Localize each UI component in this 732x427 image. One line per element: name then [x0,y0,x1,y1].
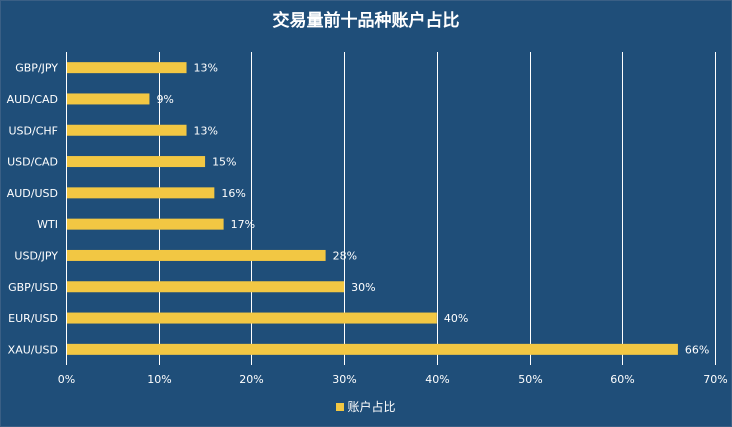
y-tick-label: USD/JPY [14,249,58,262]
y-tick-label: WTI [37,218,58,231]
x-tick-label: 70% [703,373,727,386]
data-label: 66% [685,343,709,356]
bar [67,124,187,136]
x-tick-label: 60% [610,373,634,386]
x-tick-label: 0% [58,373,75,386]
bar [67,249,326,261]
x-tick-label: 40% [425,373,449,386]
data-label: 28% [333,249,357,262]
data-label: 16% [221,187,245,200]
y-tick-label: GBP/JPY [15,62,58,75]
bar [67,93,150,105]
bar [67,218,224,230]
y-tick-label: XAU/USD [8,343,58,356]
x-tick-label: 10% [147,373,171,386]
bar [67,343,678,355]
data-label: 17% [231,218,255,231]
y-tick-label: AUD/USD [7,187,58,200]
data-label: 40% [444,312,468,325]
bar [67,312,437,324]
data-label: 13% [194,124,218,137]
legend: 账户占比 [1,399,731,415]
y-tick-label: USD/CAD [7,156,58,169]
bar [67,281,345,293]
x-tick-label: 30% [332,373,356,386]
bar [67,187,215,199]
x-tick-label: 50% [518,373,542,386]
data-label: 30% [351,281,375,294]
data-label: 9% [156,93,173,106]
y-tick-label: AUD/CAD [7,93,58,106]
y-tick-label: EUR/USD [8,312,58,325]
data-label: 13% [194,62,218,75]
legend-swatch [336,403,345,411]
bar [67,156,206,168]
bar [67,62,187,74]
data-label: 15% [212,156,236,169]
chart-title: 交易量前十品种账户占比 [272,11,460,31]
y-tick-label: USD/CHF [9,124,59,137]
x-tick-label: 20% [239,373,263,386]
legend-label: 账户占比 [347,400,396,414]
y-tick-label: GBP/USD [8,281,58,294]
